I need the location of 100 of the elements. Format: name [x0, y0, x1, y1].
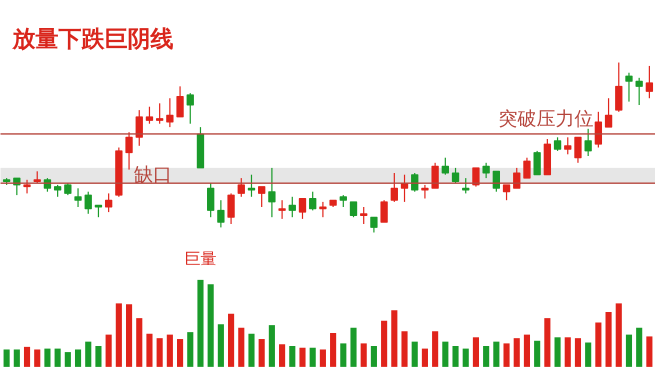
- bar: [208, 284, 214, 367]
- candlestick: [380, 200, 388, 223]
- candlestick: [176, 86, 184, 118]
- candlestick: [288, 196, 296, 218]
- bar: [616, 303, 622, 367]
- candlestick: [554, 136, 562, 152]
- bar: [524, 334, 530, 367]
- bar: [218, 324, 224, 367]
- candlestick: [136, 110, 143, 146]
- candlestick: [360, 206, 368, 225]
- candlestick: [340, 194, 347, 208]
- bar: [564, 337, 571, 367]
- bar: [4, 349, 10, 367]
- candlestick: [258, 186, 266, 208]
- candlestick: [452, 167, 460, 184]
- candlestick: [604, 98, 612, 128]
- bar: [646, 336, 652, 367]
- candlestick: [238, 178, 245, 198]
- bar: [514, 338, 520, 367]
- candlestick: [104, 192, 112, 213]
- bar: [24, 346, 30, 367]
- candlestick: [74, 188, 82, 208]
- bar: [228, 314, 234, 367]
- bar: [197, 280, 204, 367]
- bar: [44, 348, 50, 367]
- text: 巨量: [184, 250, 216, 268]
- bar: [106, 334, 112, 367]
- candlestick: [94, 204, 102, 218]
- candlestick: [146, 106, 154, 124]
- bar: [248, 334, 255, 367]
- bar: [432, 331, 438, 367]
- candlestick: [431, 162, 439, 189]
- candlestick: [594, 111, 602, 148]
- candlestick: [574, 136, 582, 164]
- band-label: 缺口: [134, 165, 172, 186]
- bar: [310, 348, 316, 367]
- candlestick: [207, 182, 214, 218]
- candlestick: [615, 62, 622, 112]
- bar: [350, 328, 357, 367]
- bar: [34, 349, 40, 367]
- candlestick: [442, 157, 449, 176]
- candlestick: [564, 136, 572, 155]
- bar: [95, 346, 102, 367]
- candlestick: [186, 92, 194, 124]
- bar: [554, 337, 561, 367]
- candlestick: [636, 77, 643, 106]
- candlestick: [84, 191, 92, 214]
- candlestick: [502, 184, 510, 201]
- candlestick: [156, 102, 164, 124]
- bar: [462, 348, 469, 367]
- bar: [238, 328, 244, 367]
- bar: [534, 340, 540, 367]
- candlestick: [482, 162, 490, 179]
- candlestick: [421, 184, 429, 200]
- candlestick: [513, 167, 520, 189]
- candlestick: [54, 184, 62, 198]
- candlestick: [350, 201, 358, 218]
- bar: [422, 348, 428, 367]
- ref-line-label: 突破压力位: [498, 108, 594, 130]
- candlestick: [268, 167, 276, 218]
- candlestick: [64, 182, 72, 196]
- bar: [85, 342, 92, 367]
- candlestick: [533, 150, 541, 176]
- bar: [360, 343, 367, 367]
- candlestick: [23, 179, 31, 194]
- candlestick: [217, 200, 225, 228]
- bar: [330, 332, 336, 367]
- bar: [412, 342, 418, 367]
- bar: [401, 331, 408, 367]
- candlestick: [309, 191, 316, 211]
- bar: [606, 312, 612, 367]
- bar: [370, 346, 377, 367]
- candlestick: [625, 72, 633, 102]
- bar: [595, 322, 602, 367]
- candlestick: [523, 157, 531, 179]
- bar: [187, 332, 194, 367]
- bar: [268, 325, 275, 367]
- candlestick: [278, 200, 286, 220]
- bar: [574, 338, 582, 367]
- candlestick: [492, 170, 500, 192]
- candlestick: [319, 201, 327, 218]
- bar: [544, 318, 550, 367]
- bar: [636, 328, 642, 367]
- bar: [585, 342, 592, 367]
- bar: [493, 342, 500, 367]
- candlestick: [462, 178, 470, 194]
- bar: [116, 303, 122, 367]
- bar: [452, 346, 459, 367]
- candlestick: [411, 172, 418, 192]
- bar: [289, 346, 296, 367]
- bar: [626, 334, 632, 367]
- bar: [156, 338, 163, 367]
- chart-title: 放量下跌巨阴线: [12, 26, 174, 52]
- candlestick: [646, 65, 654, 99]
- bar: [391, 310, 398, 367]
- bar: [483, 346, 490, 367]
- candlestick: [248, 174, 256, 198]
- bar: [442, 342, 448, 367]
- bar: [166, 334, 173, 367]
- candlestick: [34, 170, 41, 184]
